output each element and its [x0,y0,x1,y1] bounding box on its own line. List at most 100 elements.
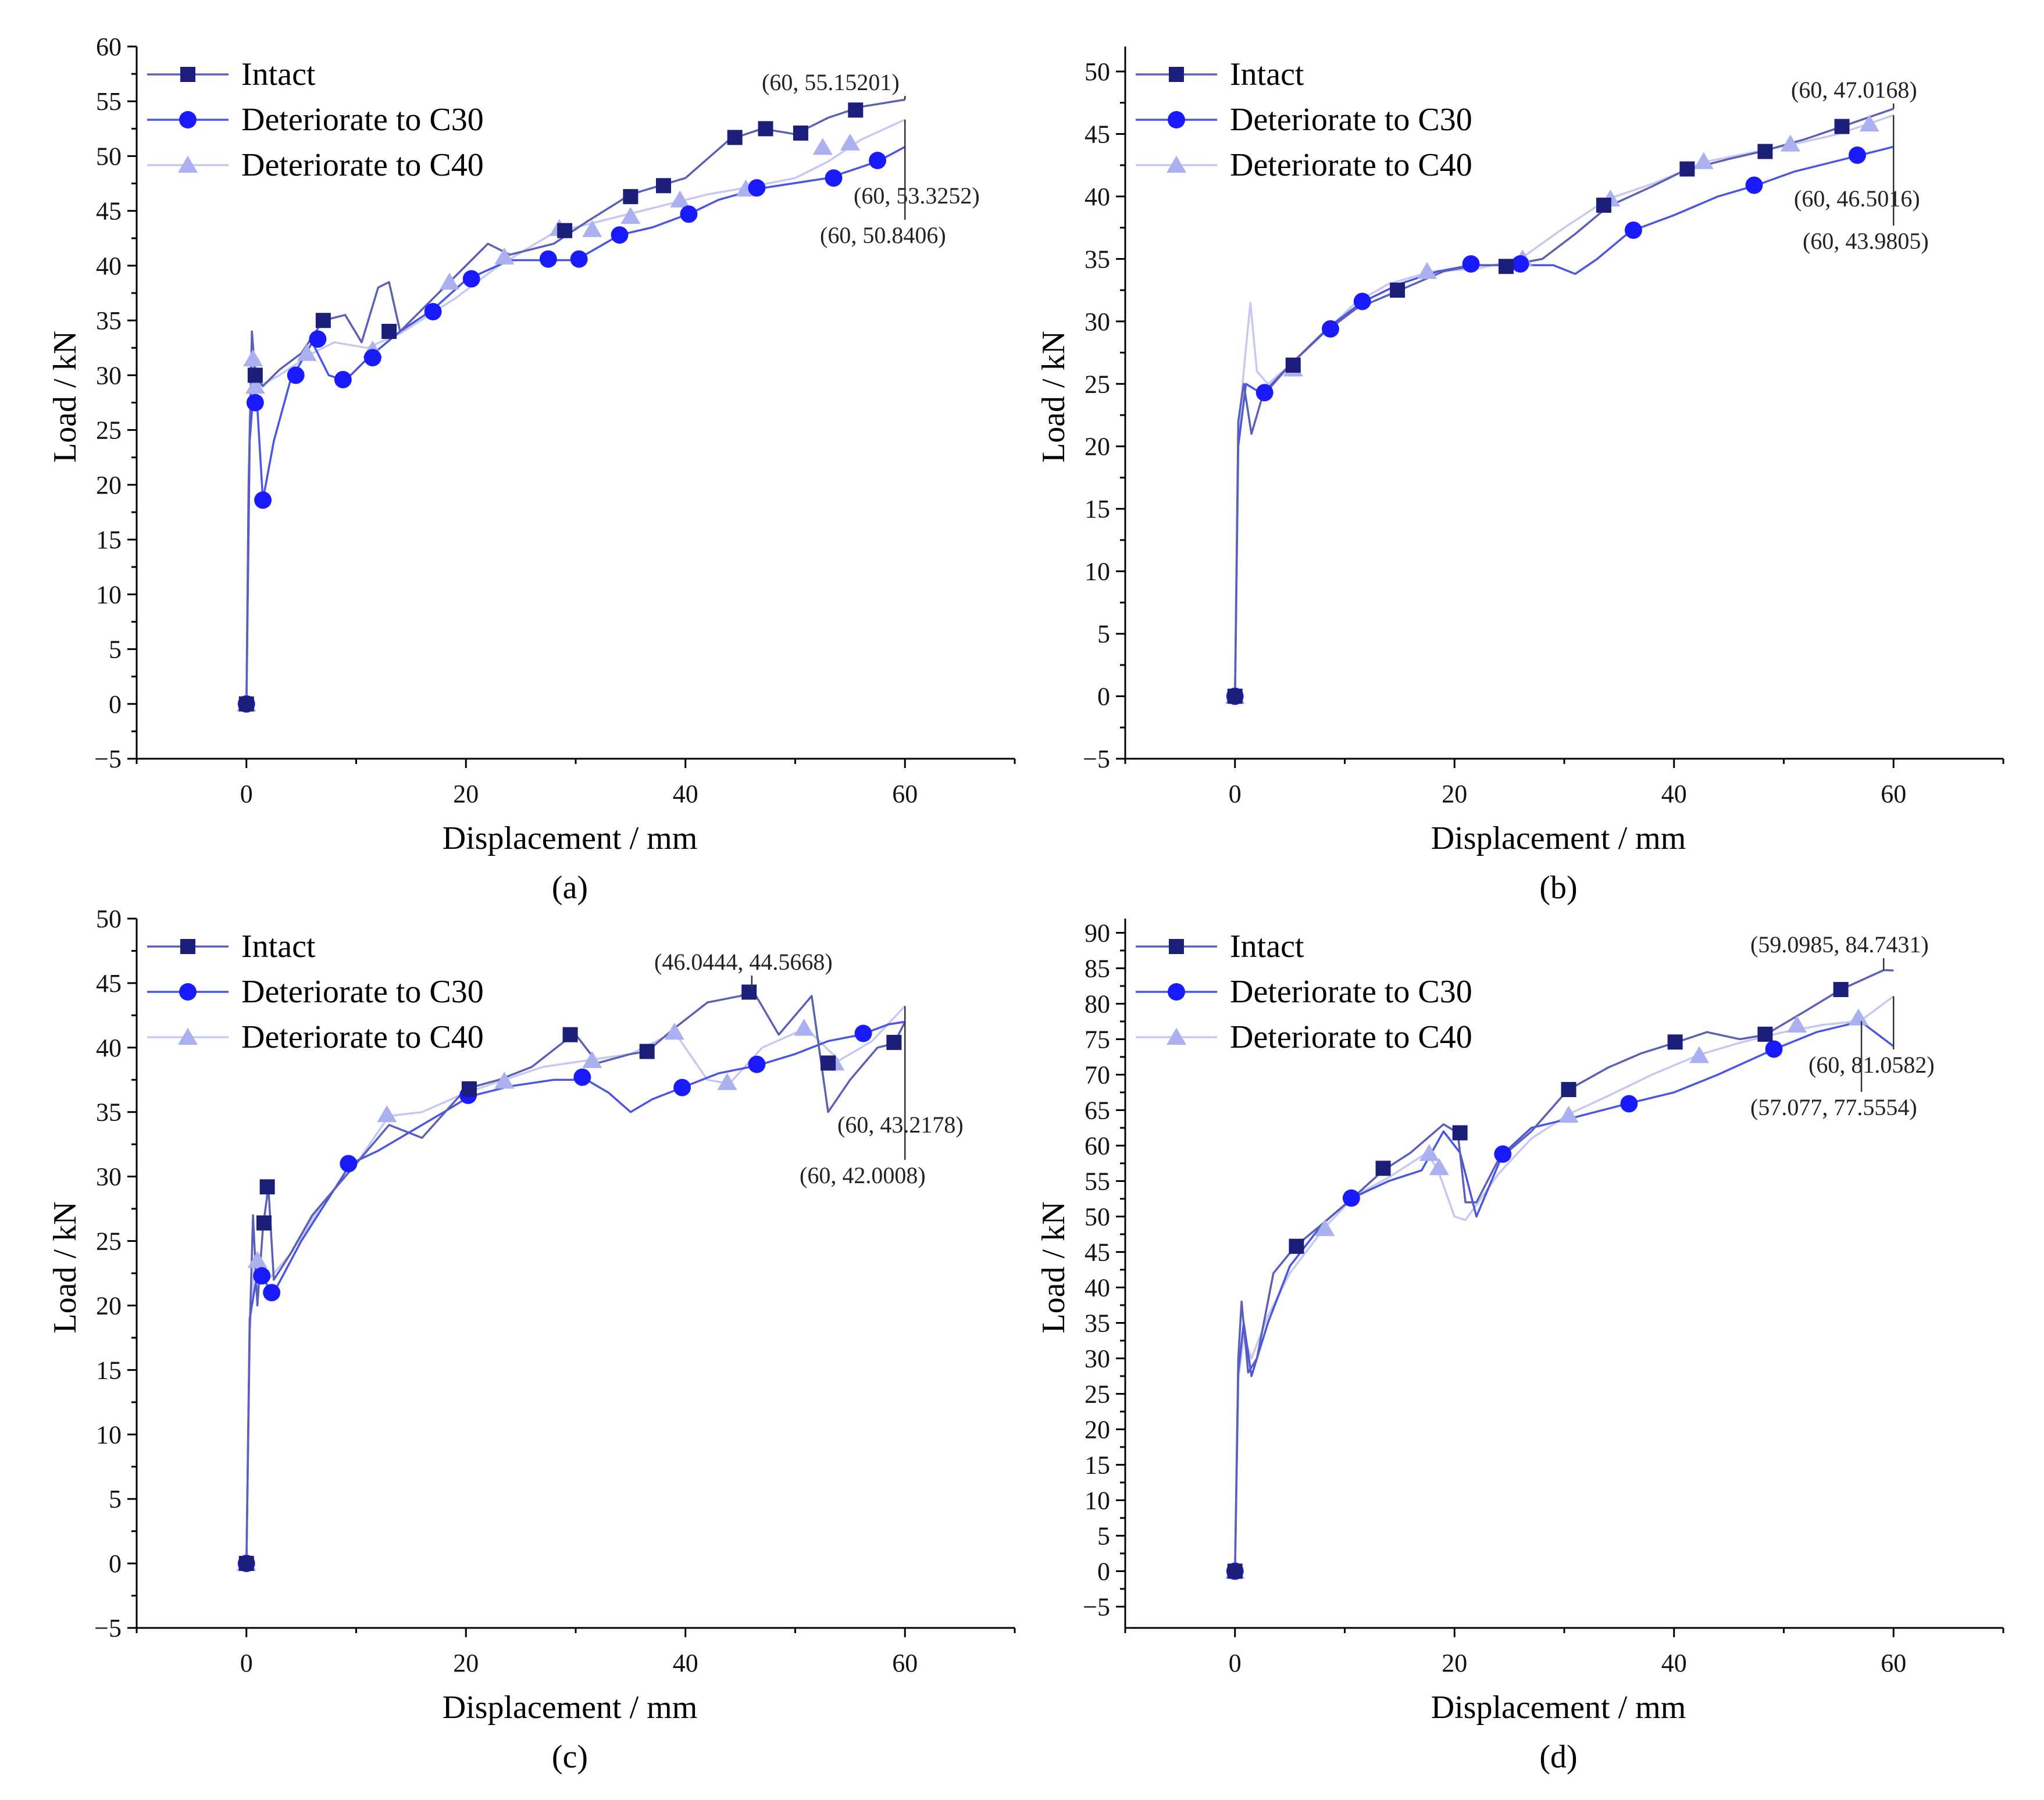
legend-marker-deteriorate-to-c40 [1166,155,1187,173]
data-point-intact [238,696,254,712]
data-point-deteriorate-to-c30 [363,349,381,367]
y-tick-label: 75 [1085,1025,1110,1053]
y-tick-label: 0 [1097,683,1110,711]
x-tick-label: 60 [892,1649,918,1677]
y-tick-label: 0 [109,1549,122,1578]
data-point-deteriorate-to-c30 [611,226,629,244]
x-tick-label: 60 [1881,1649,1906,1677]
data-point-deteriorate-to-c30 [1620,1095,1638,1113]
data-point-deteriorate-to-c30 [424,303,442,321]
data-point-deteriorate-to-c40 [1859,114,1879,132]
data-point-intact [821,1055,836,1071]
x-tick-label: 20 [453,1649,479,1677]
plot-area [1225,969,1895,1580]
annotation-label: (60, 55.15201) [762,69,900,95]
data-point-intact [623,189,638,205]
data-point-deteriorate-to-c30 [1255,384,1274,402]
data-point-deteriorate-to-c30 [263,1284,281,1302]
data-point-intact [1834,119,1850,134]
y-tick-label: 50 [96,905,122,933]
annotation-label: (60, 53.3252) [854,183,980,209]
y-tick-label: 5 [1097,620,1110,648]
data-point-deteriorate-to-c30 [340,1155,358,1173]
y-tick-label: 35 [96,306,122,335]
data-point-intact [1833,982,1849,997]
legend-label-intact: Intact [1230,928,1304,965]
data-point-deteriorate-to-c40 [664,1022,684,1040]
data-point-intact [1757,1026,1773,1042]
data-point-deteriorate-to-c30 [573,1068,591,1086]
legend-marker-deteriorate-to-c30 [1168,983,1185,1001]
data-point-deteriorate-to-c30 [748,179,766,197]
y-tick-label: 5 [1097,1522,1110,1550]
data-point-deteriorate-to-c40 [794,1019,814,1036]
legend-label-deteriorate-to-c40: Deteriorate to C40 [241,1019,484,1055]
y-tick-label: 5 [109,1485,122,1513]
legend-label-deteriorate-to-c30: Deteriorate to C30 [1230,974,1472,1010]
data-point-deteriorate-to-c40 [243,349,263,367]
data-point-deteriorate-to-c40 [439,272,459,290]
y-tick-label: 40 [96,252,122,280]
series-line-intact [1234,969,1894,1572]
x-tick-label: 60 [892,780,918,808]
y-tick-label: 30 [96,1163,122,1191]
annotation-label: (46.0444, 44.5668) [654,949,833,975]
data-point-deteriorate-to-c30 [539,250,557,268]
data-point-deteriorate-to-c40 [1693,152,1714,169]
legend: Intact Deteriorate to C30 Deteriorate to C… [147,928,484,1055]
legend-label-deteriorate-to-c30: Deteriorate to C30 [241,974,484,1010]
y-tick-label: 15 [1085,495,1110,523]
data-point-deteriorate-to-c30 [462,270,480,288]
data-point-intact [247,367,263,383]
y-tick-label: 80 [1085,990,1110,1018]
y-tick-label: 45 [1085,1238,1110,1266]
annotations: (60, 55.15201) (60, 53.3252) (60, 50.8406) [762,69,980,248]
legend-label-deteriorate-to-c40: Deteriorate to C40 [1230,1019,1472,1055]
data-point-deteriorate-to-c40 [1787,1015,1807,1033]
legend: Intact Deteriorate to C30 Deteriorate to C… [1136,928,1472,1055]
data-point-deteriorate-to-c40 [1689,1046,1710,1063]
plot-area [236,98,906,713]
x-axis-title: Displacement / mm [443,820,698,856]
y-tick-label: 35 [1085,245,1110,273]
annotation-label: (60, 47.0168) [1791,77,1917,103]
data-point-deteriorate-to-c40 [582,1051,602,1068]
data-point-deteriorate-to-c40 [812,138,833,155]
panel-c: −5 0 5 10 15 20 25 30 35 40 45 50 0 20 40 60 Displacemen… [47,905,1016,1775]
x-axis-title: Displacement / mm [443,1690,698,1726]
panel-caption: (b) [1539,870,1577,906]
y-tick-label: 40 [96,1034,122,1062]
data-point-intact [238,1556,254,1572]
x-tick-label: 20 [1442,780,1467,808]
x-tick-label: 40 [1661,780,1687,808]
legend: Intact Deteriorate to C30 Deteriorate to C… [147,56,484,183]
legend-label-intact: Intact [1230,56,1304,92]
data-point-deteriorate-to-c30 [246,394,264,412]
legend-marker-intact [180,939,195,954]
data-point-deteriorate-to-c40 [717,1073,737,1090]
data-point-intact [886,1034,902,1050]
data-point-deteriorate-to-c30 [825,169,843,187]
y-tick-label: 15 [96,526,122,554]
x-tick-label: 20 [1442,1649,1467,1677]
annotation-label: (57.077, 77.5554) [1750,1094,1917,1120]
data-point-intact [1452,1125,1468,1141]
data-point-deteriorate-to-c40 [670,190,690,208]
series-line-deteriorate-to-c30 [245,146,906,704]
data-point-intact [727,130,743,145]
legend-label-deteriorate-to-c30: Deteriorate to C30 [1230,102,1472,138]
data-point-intact [741,984,757,1000]
panel-caption: (a) [552,870,588,906]
data-point-intact [639,1044,655,1059]
data-point-intact [758,121,773,137]
x-tick-label: 40 [673,1649,698,1677]
y-tick-label: 0 [109,690,122,719]
y-tick-label: 0 [1097,1557,1110,1585]
series-line-deteriorate-to-c40 [245,1005,906,1564]
data-point-deteriorate-to-c40 [247,1251,267,1268]
data-point-deteriorate-to-c30 [287,366,305,384]
data-point-deteriorate-to-c30 [1494,1145,1512,1163]
y-tick-label: −5 [94,1614,122,1642]
data-point-deteriorate-to-c30 [309,330,327,348]
panel-a: −5 0 5 10 15 20 25 30 35 40 45 50 55 60 0 20 40 60 Displac… [47,33,1016,906]
